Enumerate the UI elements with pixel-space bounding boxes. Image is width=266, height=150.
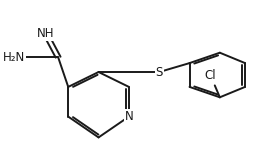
Text: NH: NH [37,27,54,40]
Text: S: S [156,66,163,79]
Text: H₂N: H₂N [3,51,25,64]
Text: Cl: Cl [204,69,215,82]
Text: N: N [124,110,133,123]
